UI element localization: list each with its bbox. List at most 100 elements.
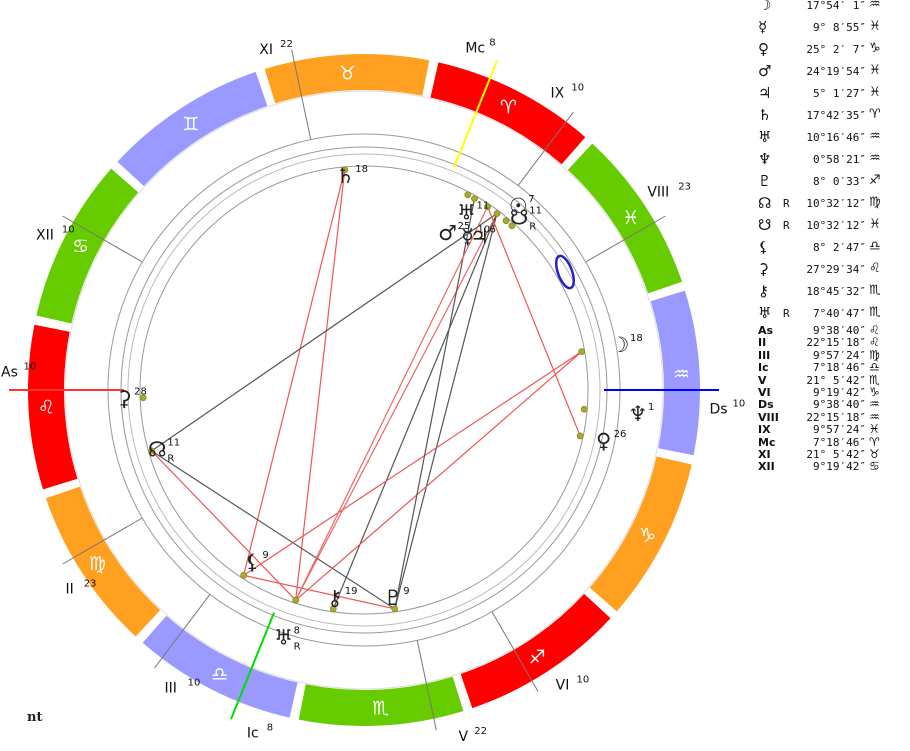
house-label-ii: II — [66, 582, 74, 598]
position-sign-icon: ♒ — [869, 397, 880, 412]
house-label-ds: Ds — [709, 402, 727, 418]
sign-glyph-libra: ♎ — [211, 663, 228, 685]
position-value: 25° 2′ 7″ — [806, 43, 866, 56]
house-degree: 10 — [62, 224, 75, 235]
sign-segment-sagittarius — [460, 593, 611, 709]
house-label-vi: VI — [556, 677, 570, 693]
position-value: 27°29′34″ — [806, 263, 866, 276]
planet-degree: 18 — [630, 333, 643, 344]
positions-table: ☽ 17°54′ 1″ ♒ ☿ 9° 8′55″ ♓ ♀ 25° 2′ 7″ ♑ ♂ 24°19′5… — [752, 0, 910, 473]
house-degree: 10 — [733, 399, 746, 410]
planet-dot-moon — [578, 348, 586, 356]
saturn-icon: ♄ — [336, 164, 355, 188]
position-value: 10°32′12″ — [806, 219, 866, 232]
aspect-line — [332, 213, 498, 610]
position-sign-icon: ♌ — [869, 335, 880, 350]
position-glyph: Ic — [758, 361, 769, 375]
position-value: 8° 0′33″ — [813, 175, 866, 188]
position-glyph: III — [758, 348, 771, 362]
sign-segment-aries — [430, 62, 586, 165]
position-row: ☽ 17°54′ 1″ ♒ — [752, 0, 910, 16]
lilith-icon: ⚸ — [245, 550, 260, 574]
ceres-icon: ⚳ — [116, 386, 131, 410]
retrograde-marker: R — [294, 641, 301, 652]
position-glyph: ♅ — [758, 304, 772, 322]
position-value: 21° 5′42″ — [806, 447, 866, 461]
position-sign-icon: ♑ — [869, 41, 881, 56]
venus-icon: ♀ — [596, 429, 611, 453]
planet-dot-mars — [464, 191, 472, 199]
aspect-line — [295, 206, 489, 601]
house-label-mc: Mc — [465, 41, 485, 57]
planet-degree: 6 — [490, 225, 496, 236]
position-sign-icon: ♍ — [869, 195, 881, 210]
position-glyph: VIII — [758, 410, 779, 424]
sign-glyph-aquarius: ♒ — [673, 363, 690, 385]
aspect-line — [243, 574, 395, 610]
position-value: 24°19′54″ — [806, 65, 866, 78]
position-sign-icon: ♏ — [869, 305, 881, 320]
position-glyph: Mc — [758, 435, 776, 449]
house-labels: As 10 II 23 III 10 Ic 8 V 22 VI 10 Ds 10 VIII 23 IX 10 Mc 8… — [1, 38, 745, 745]
position-sign-icon: ♓ — [869, 19, 881, 34]
pluto-icon: ♇ — [384, 586, 403, 610]
position-glyph: ♅ — [758, 128, 772, 146]
position-glyph: ⚳ — [758, 260, 769, 278]
conjunction-ellipse — [554, 254, 576, 290]
planet-degree: 8 — [294, 625, 300, 636]
aspect-line — [295, 169, 346, 601]
position-sign-icon: ♒ — [869, 0, 881, 12]
planet-degree: 10 — [477, 225, 490, 236]
position-sign-icon: ♓ — [869, 422, 880, 437]
position-sign-icon: ♋ — [869, 459, 880, 474]
planet-degree: 7 — [528, 194, 534, 205]
sign-segment-pisces — [567, 143, 683, 294]
position-glyph: ⚸ — [758, 238, 769, 256]
neptune-icon: ♆ — [629, 402, 648, 426]
moon-icon: ☽ — [611, 333, 630, 357]
planet-dot-ceres — [139, 394, 147, 402]
position-sign-icon: ♈ — [869, 107, 881, 122]
position-value: 5° 1′27″ — [813, 87, 866, 100]
sign-segment-cancer — [36, 168, 139, 324]
house-cusp-line — [517, 111, 574, 186]
mars-icon: ♂ — [438, 221, 457, 245]
position-row: Ic 7°18′46″ ♎ — [752, 360, 910, 375]
position-row: ☋ R 10°32′12″ ♓ — [752, 214, 910, 236]
position-glyph: Ds — [758, 398, 774, 412]
house-cusp-line — [491, 611, 539, 692]
planet-degree: 9 — [403, 586, 409, 597]
house-degree: 8 — [489, 38, 495, 49]
house-cusp-line — [154, 594, 211, 669]
position-value: 8° 2′47″ — [813, 241, 866, 254]
position-value: 9°57′24″ — [813, 423, 866, 437]
position-value: 10°16′46″ — [806, 131, 866, 144]
position-value: 9° 8′55″ — [813, 21, 866, 34]
position-value: 22°15′18″ — [806, 410, 866, 424]
position-sign-icon: ♏ — [869, 372, 880, 387]
position-glyph: XI — [758, 447, 771, 461]
position-sign-icon: ♎ — [869, 239, 881, 254]
position-glyph: II — [758, 336, 767, 350]
position-row: XII 9°19′42″ ♋ — [752, 459, 910, 474]
sign-ring-inner-edge — [64, 90, 664, 690]
sign-segment-taurus — [264, 54, 430, 104]
house-degree: 10 — [577, 674, 590, 685]
planet-dot-venus — [576, 432, 584, 440]
house-label-xii: XII — [36, 227, 54, 243]
sign-glyph-taurus: ♉ — [339, 62, 356, 84]
house-cusp-line — [62, 215, 143, 263]
planet-dot-lilith — [240, 571, 248, 579]
position-row: Mc 7°18′46″ ♈ — [752, 435, 910, 449]
planet-dot-pluto — [391, 605, 399, 613]
planet-dot-transneptunian — [292, 596, 300, 604]
aspect-line — [295, 351, 583, 601]
position-row: ♆ 0°58′21″ ♒ — [752, 148, 910, 170]
position-row: ⚸ 8° 2′47″ ♎ — [752, 236, 910, 258]
planet-degree: 25 — [458, 221, 471, 232]
position-row: ♂ 24°19′54″ ♓ — [752, 60, 910, 82]
retrograde-marker: R — [167, 453, 174, 464]
position-row: ⚷ 18°45′32″ ♏ — [752, 280, 910, 302]
sign-segment-libra — [142, 615, 298, 718]
inner-degree-circles — [107, 133, 621, 647]
